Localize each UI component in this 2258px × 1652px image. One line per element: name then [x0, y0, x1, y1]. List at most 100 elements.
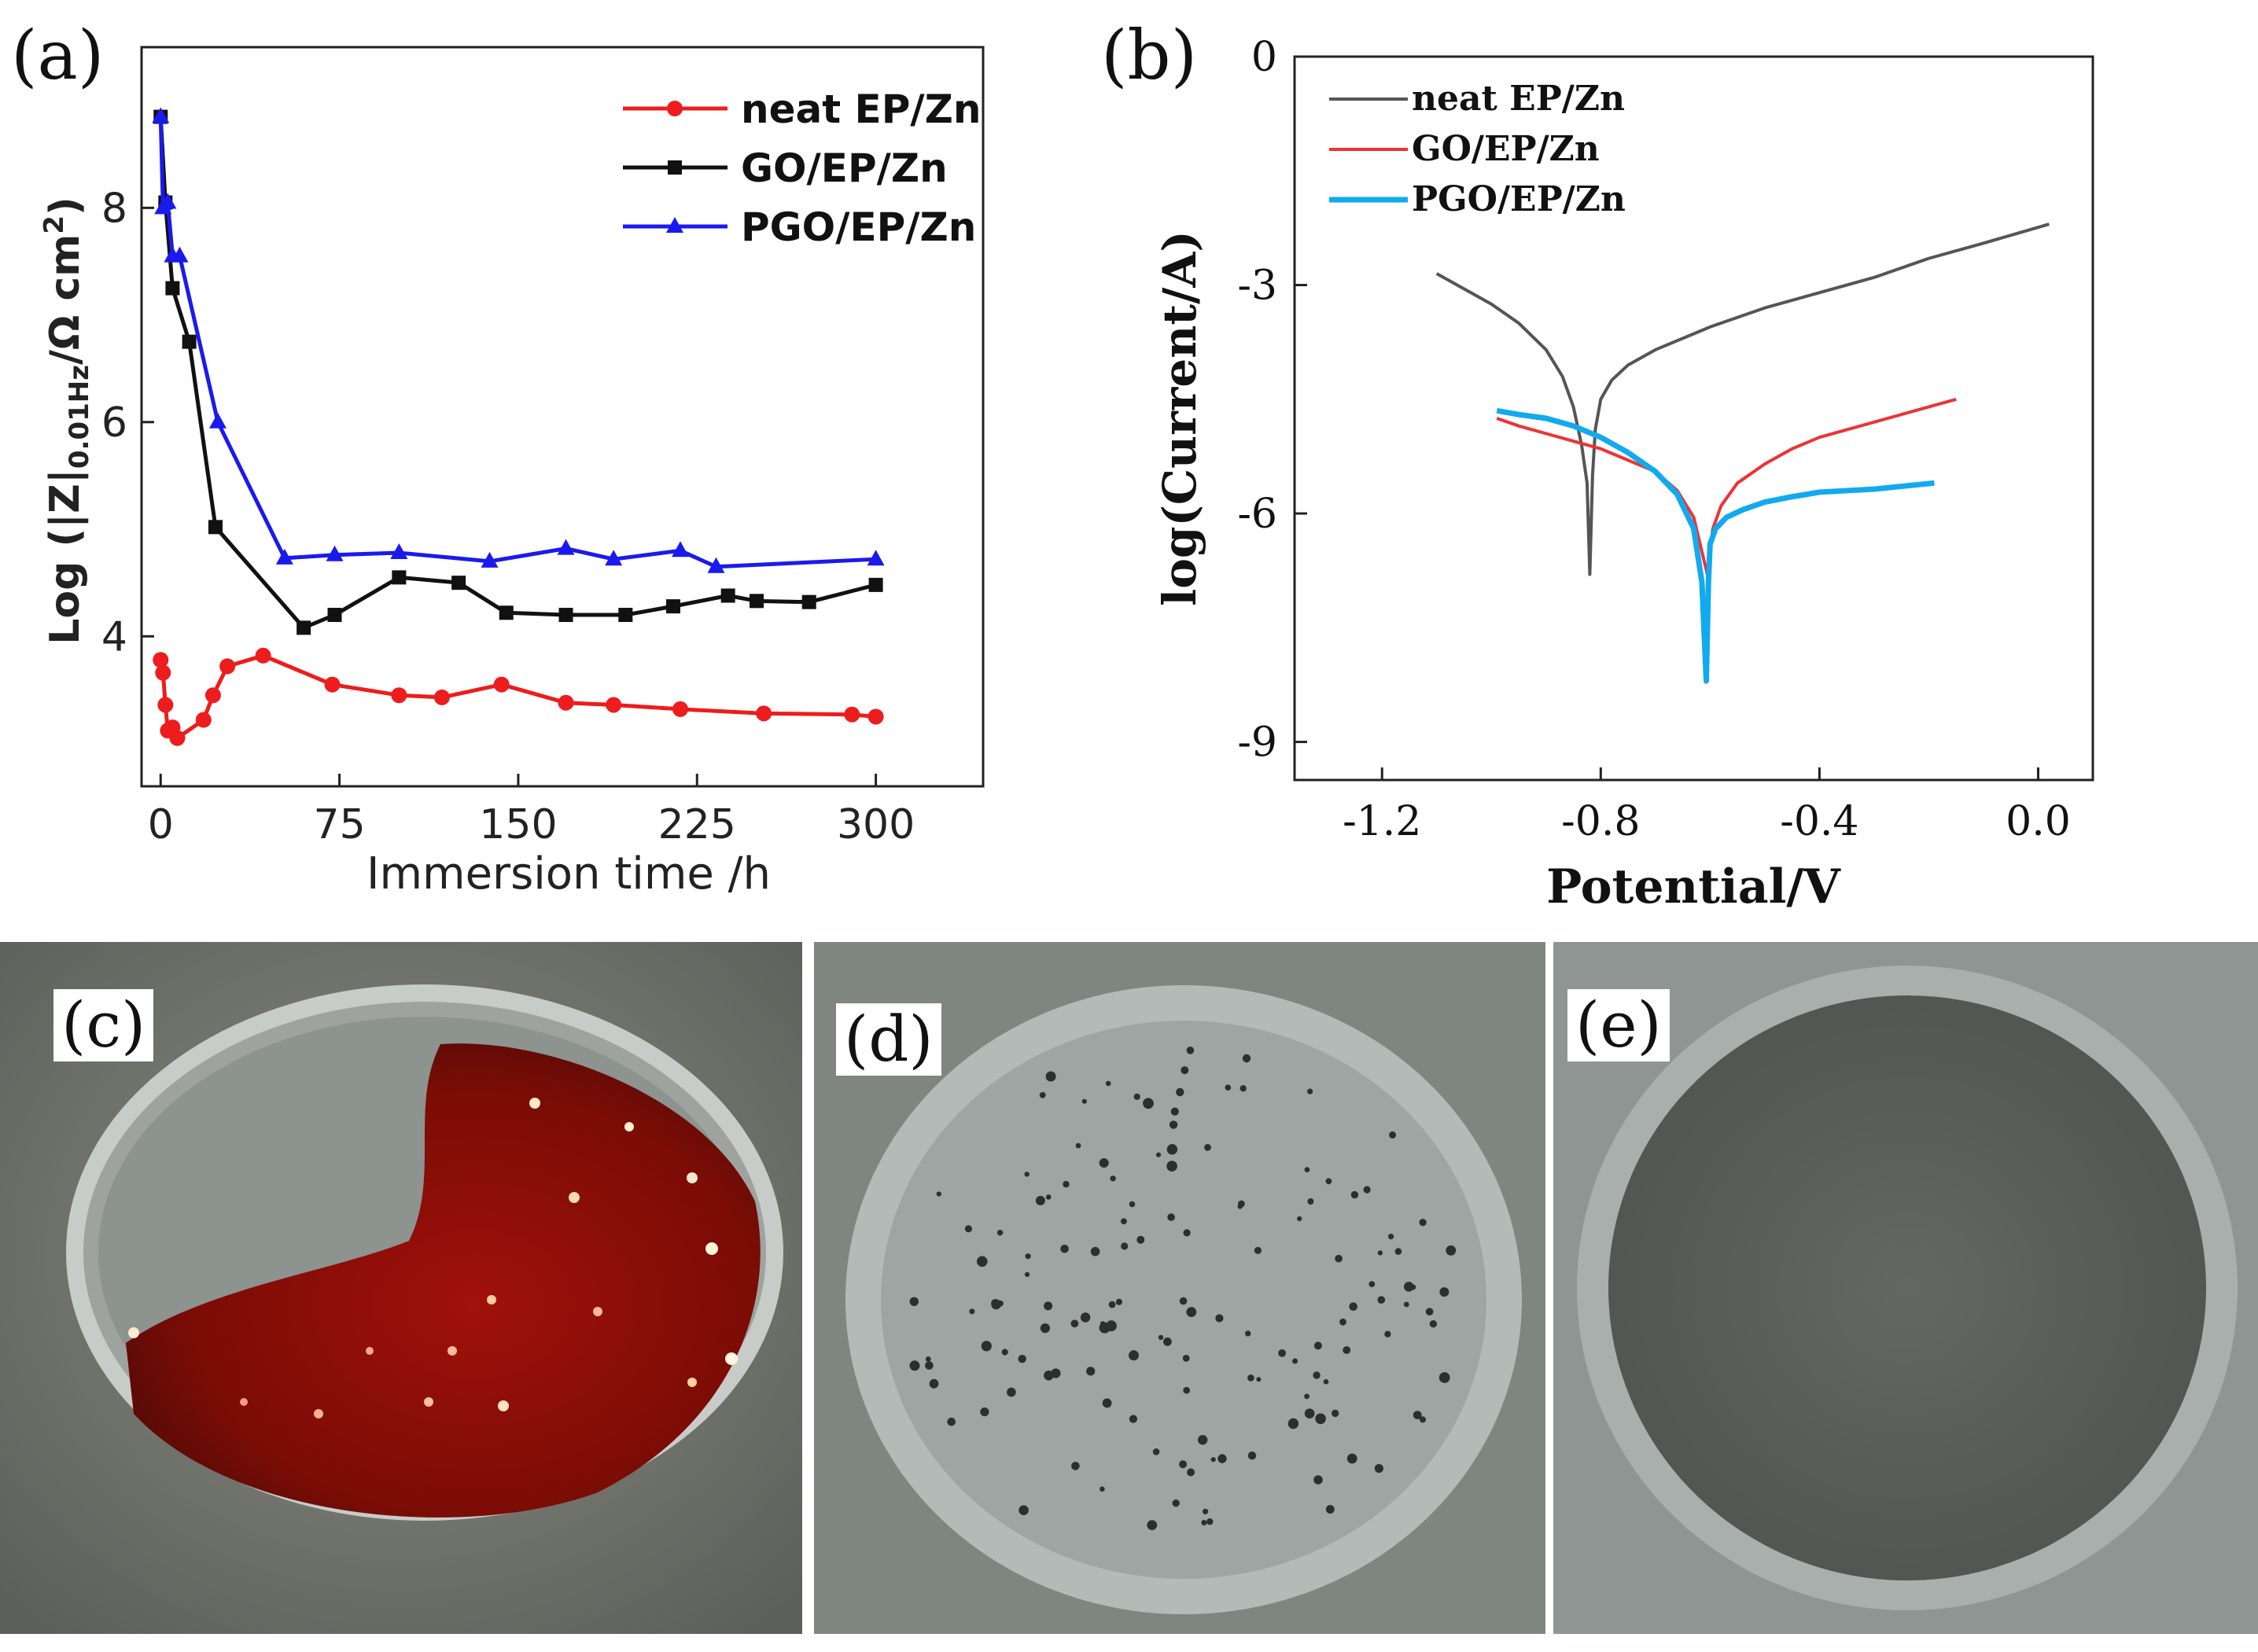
pit-dot	[1090, 1246, 1100, 1256]
pit-dot	[1254, 1246, 1262, 1254]
pit-dot	[1007, 1387, 1016, 1397]
pit-dot	[1035, 1195, 1045, 1205]
data-point-a	[204, 687, 221, 704]
pit-dot	[1363, 1186, 1371, 1194]
pit-dot	[1121, 1242, 1129, 1250]
pit-dot	[1166, 1144, 1178, 1155]
y-axis-title-b: log(Current/A)	[1153, 230, 1206, 606]
pit-dot	[1167, 1213, 1175, 1221]
pit-dot	[1044, 1301, 1053, 1311]
pit-dot	[1158, 1334, 1164, 1341]
chart-a: (a) 0 75 150 225 300 4 6 8 Immersion time /h L…	[11, 17, 985, 900]
pit-dot	[1325, 1505, 1335, 1514]
pit-dot	[1018, 1355, 1026, 1363]
pit-dot	[1172, 1499, 1180, 1507]
y-axis-ticks-b: 0 -3 -6 -9	[1237, 34, 1307, 767]
y-tick-label-b: -6	[1237, 491, 1277, 538]
pit-dot	[1163, 1337, 1172, 1346]
data-point-a	[558, 608, 573, 623]
pit-dot	[1368, 1281, 1376, 1287]
pit-dot	[1346, 1453, 1357, 1464]
chart-b: (b) -1.2 -0.8 -0.4 0.0 0-3-6-9 Potential/V …	[1101, 17, 2094, 914]
legend-label-a: neat EP/Zn	[741, 86, 981, 132]
data-point-a	[327, 608, 342, 623]
data-point-a	[208, 412, 227, 429]
x-tick-label-a: 0	[148, 801, 174, 848]
photo-d-image	[814, 942, 1545, 1634]
panel-label-d: (d)	[836, 1003, 941, 1076]
pit-dot	[1215, 1314, 1224, 1323]
pit-dot	[1335, 1254, 1343, 1263]
data-point-a	[433, 689, 450, 705]
pit-dot	[1155, 1152, 1162, 1157]
photo-e-image	[1553, 942, 2258, 1634]
pit-dot	[1247, 1374, 1254, 1382]
photo-c-image	[0, 942, 802, 1634]
x-tick-label-a: 225	[658, 801, 736, 848]
pit-dot	[1206, 1518, 1214, 1525]
pit-dot	[1419, 1219, 1427, 1227]
pit-dot	[1129, 1201, 1136, 1208]
legend-b: neat EP/Zn GO/EP/Zn PGO/EP/Zn	[1329, 79, 1626, 219]
pit-dot	[1332, 1409, 1339, 1418]
pit-dot	[925, 1361, 934, 1370]
pit-dot	[1086, 1367, 1096, 1376]
pit-dot	[1240, 1085, 1247, 1092]
pit-dot	[964, 1225, 972, 1233]
legend-label-a: GO/EP/Zn	[741, 145, 948, 191]
series-line-a	[158, 653, 876, 741]
legend-label-a: PGO/EP/Zn	[741, 204, 976, 250]
pit-dot	[1343, 1346, 1351, 1354]
pit-dot	[1136, 1235, 1145, 1244]
y-tick-label-a: 6	[101, 399, 127, 447]
pit-dot	[1060, 1245, 1069, 1253]
data-point-a	[720, 588, 735, 603]
data-point-a	[605, 550, 623, 566]
data-point-a	[171, 246, 189, 263]
data-point-a	[157, 697, 174, 713]
pit-dot	[980, 1407, 989, 1417]
x-axis-ticks-a: 0 75 150 225 300	[148, 774, 915, 848]
data-point-a	[707, 557, 725, 573]
y-tick-label-b: 0	[1251, 34, 1277, 81]
pit-dot	[1297, 1216, 1302, 1222]
pit-dot	[1105, 1080, 1111, 1087]
pit-dot	[1129, 1415, 1137, 1423]
pit-dot	[1166, 1161, 1177, 1172]
data-point-a	[219, 658, 236, 675]
data-point-a	[195, 712, 212, 728]
pit-dot	[1024, 1172, 1030, 1177]
data-point-a	[326, 545, 344, 561]
pit-dot	[1420, 1416, 1426, 1423]
pit-dot	[1176, 1087, 1184, 1097]
pit-dot	[1100, 1486, 1105, 1492]
pit-dot	[977, 1256, 988, 1268]
plot-frame-a	[140, 46, 985, 788]
pit-dot	[1182, 1355, 1190, 1362]
pit-dot	[996, 1230, 1004, 1236]
pit-dot	[1045, 1071, 1056, 1082]
pit-dot	[1203, 1508, 1209, 1514]
pit-dot	[1152, 1448, 1160, 1455]
pit-dot	[1201, 1520, 1207, 1525]
panel-label-b: (b)	[1101, 17, 1197, 95]
pit-dot	[1081, 1098, 1087, 1104]
pit-dot	[1304, 1167, 1310, 1172]
pit-dot	[1179, 1297, 1188, 1305]
x-axis-ticks-b: -1.2 -0.8 -0.4 0.0	[1343, 767, 2071, 845]
x-axis-title-a: Immersion time /h	[367, 848, 771, 900]
pit-dot	[1304, 1408, 1315, 1418]
series-layer-a	[152, 107, 885, 746]
data-point-a	[208, 520, 223, 535]
pit-dot	[1313, 1371, 1321, 1379]
series-line-b-2	[1496, 407, 1935, 684]
data-point-a	[665, 599, 680, 614]
pit-dot	[1044, 1371, 1054, 1381]
pit-dot	[1129, 1350, 1139, 1361]
x-tick-label-b: -0.8	[1561, 798, 1640, 845]
pit-dot	[1204, 1143, 1211, 1151]
pit-dot	[1339, 1318, 1346, 1326]
data-point-a	[618, 608, 633, 623]
data-point-a	[159, 193, 177, 209]
legend-marker-a	[668, 160, 682, 175]
